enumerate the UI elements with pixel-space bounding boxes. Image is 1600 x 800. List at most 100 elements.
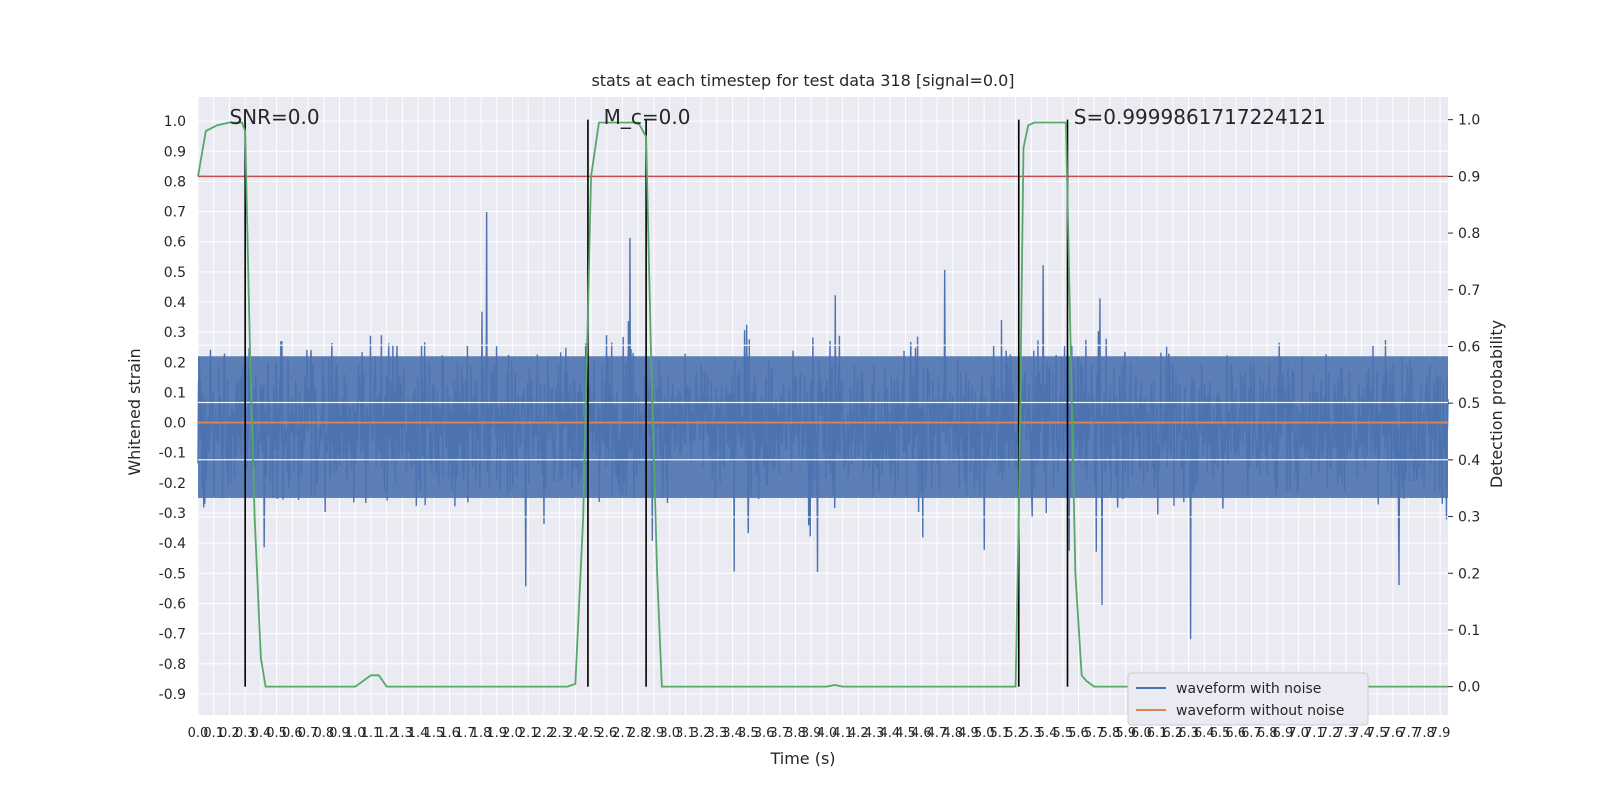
x-tick-label: 3.0 — [659, 726, 680, 741]
x-tick-label: 6.3 — [1178, 726, 1199, 741]
x-tick-labels: 0.00.10.20.30.40.50.60.70.80.91.01.11.21… — [188, 726, 1451, 741]
y-left-tick-label: 0.2 — [164, 355, 186, 371]
y-right-tick-label: 0.8 — [1458, 226, 1480, 242]
y-left-tick-label: -0.7 — [159, 627, 186, 643]
x-tick-label: 4.1 — [832, 726, 853, 741]
x-tick-label: 5.9 — [1115, 726, 1136, 741]
y-right-tick-label: 1.0 — [1458, 113, 1480, 129]
x-tick-label: 6.8 — [1257, 726, 1278, 741]
x-tick-label: 4.9 — [958, 726, 979, 741]
x-tick-label: 6.6 — [1225, 726, 1246, 741]
x-tick-label: 5.7 — [1084, 726, 1105, 741]
x-tick-label: 1.6 — [439, 726, 460, 741]
x-tick-label: 3.6 — [754, 726, 775, 741]
y-left-tick-label: -0.3 — [159, 506, 186, 522]
x-tick-label: 4.3 — [864, 726, 885, 741]
y-left-tick-label: -0.6 — [159, 596, 186, 612]
y-left-tick-label: 0.6 — [164, 235, 186, 251]
x-tick-label: 7.1 — [1304, 726, 1325, 741]
x-tick-label: 5.3 — [1021, 726, 1042, 741]
legend-box — [1127, 672, 1369, 726]
x-tick-label: 5.0 — [974, 726, 995, 741]
y-left-tick-label: -0.4 — [159, 536, 186, 552]
y-right-tick-label: 0.7 — [1458, 283, 1480, 299]
annotations: SNR=0.0 M_c=0.0 S=0.9999861717224121 — [229, 105, 1325, 129]
y-right-tick-label: 0.0 — [1458, 680, 1480, 696]
x-tick-label: 0.6 — [282, 726, 303, 741]
y-left-tick-label: -0.9 — [159, 687, 186, 703]
x-tick-label: 1.4 — [408, 726, 429, 741]
y-left-tick-label: 0.7 — [164, 205, 186, 221]
x-tick-label: 6.4 — [1194, 726, 1215, 741]
y-left-tick-label: 0.0 — [164, 416, 186, 432]
x-tick-label: 7.4 — [1351, 726, 1372, 741]
x-tick-label: 2.8 — [628, 726, 649, 741]
y-left-tick-label: -0.8 — [159, 657, 186, 673]
x-tick-label: 2.4 — [565, 726, 586, 741]
y-right-tick-label: 0.6 — [1458, 339, 1480, 355]
x-tick-label: 6.1 — [1147, 726, 1168, 741]
y-right-tick-label: 0.4 — [1458, 453, 1480, 469]
x-tick-label: 5.4 — [1037, 726, 1058, 741]
x-tick-label: 1.3 — [392, 726, 413, 741]
y-left-tick-label: -0.2 — [159, 476, 186, 492]
x-tick-label: 0.5 — [266, 726, 287, 741]
x-tick-label: 5.2 — [1005, 726, 1026, 741]
x-tick-label: 2.0 — [502, 726, 523, 741]
x-axis-label: Time (s) — [769, 749, 835, 768]
x-tick-label: 4.8 — [942, 726, 963, 741]
x-tick-label: 2.2 — [534, 726, 555, 741]
x-tick-label: 3.9 — [801, 726, 822, 741]
x-tick-label: 2.6 — [596, 726, 617, 741]
x-tick-label: 4.0 — [817, 726, 838, 741]
y-right-tick-label: 0.3 — [1458, 510, 1480, 526]
x-tick-label: 1.7 — [455, 726, 476, 741]
legend-label: waveform with noise — [1176, 681, 1321, 697]
x-tick-label: 6.7 — [1241, 726, 1262, 741]
y-left-tick-label: 1.0 — [164, 114, 186, 130]
y-left-tick-labels: -0.9 -0.8 -0.7 -0.6 -0.5 -0.4 -0.3 -0.2 -0.1 0.0 0… — [159, 114, 186, 703]
y-left-tick-label: -0.5 — [159, 566, 186, 582]
x-tick-label: 1.9 — [486, 726, 507, 741]
x-tick-label: 0.7 — [298, 726, 319, 741]
x-tick-label: 4.6 — [911, 726, 932, 741]
x-tick-label: 4.2 — [848, 726, 869, 741]
annotation-label: S=0.9999861717224121 — [1074, 105, 1326, 129]
x-tick-label: 0.0 — [188, 726, 209, 741]
noise-waveform-series — [197, 212, 1449, 640]
detection-probability-line — [197, 121, 1448, 688]
x-tick-label: 3.5 — [738, 726, 759, 741]
noise-core-band — [198, 356, 1448, 498]
x-tick-label: 7.5 — [1367, 726, 1388, 741]
x-tick-label: 0.8 — [313, 726, 334, 741]
x-tick-label: 3.2 — [691, 726, 712, 741]
x-tick-label: 1.5 — [424, 726, 445, 741]
y-left-tick-label: 0.8 — [164, 174, 186, 190]
x-tick-label: 1.2 — [376, 726, 397, 741]
y-right-tick-label: 0.5 — [1458, 396, 1480, 412]
x-tick-label: 7.9 — [1430, 726, 1451, 741]
y-left-tick-label: 0.3 — [164, 325, 186, 341]
x-tick-label: 0.3 — [235, 726, 256, 741]
x-tick-label: 0.2 — [219, 726, 240, 741]
x-tick-label: 4.4 — [879, 726, 900, 741]
x-tick-label: 5.1 — [990, 726, 1011, 741]
x-tick-label: 7.7 — [1398, 726, 1419, 741]
x-tick-label: 0.4 — [251, 726, 272, 741]
x-tick-label: 3.8 — [785, 726, 806, 741]
x-tick-label: 7.8 — [1414, 726, 1435, 741]
x-tick-label: 0.1 — [203, 726, 224, 741]
x-tick-label: 3.1 — [675, 726, 696, 741]
y-left-tick-label: 0.5 — [164, 265, 186, 281]
x-tick-label: 2.3 — [549, 726, 570, 741]
x-tick-label: 1.1 — [361, 726, 382, 741]
x-tick-label: 1.8 — [471, 726, 492, 741]
legend: waveform with noise waveform without nois… — [1127, 672, 1369, 726]
y-right-tick-label: 0.2 — [1458, 566, 1480, 582]
x-tick-label: 3.3 — [707, 726, 728, 741]
x-tick-label: 7.3 — [1335, 726, 1356, 741]
x-tick-label: 6.9 — [1273, 726, 1294, 741]
x-tick-label: 0.9 — [329, 726, 350, 741]
y-right-tick-label: 0.1 — [1458, 623, 1480, 639]
